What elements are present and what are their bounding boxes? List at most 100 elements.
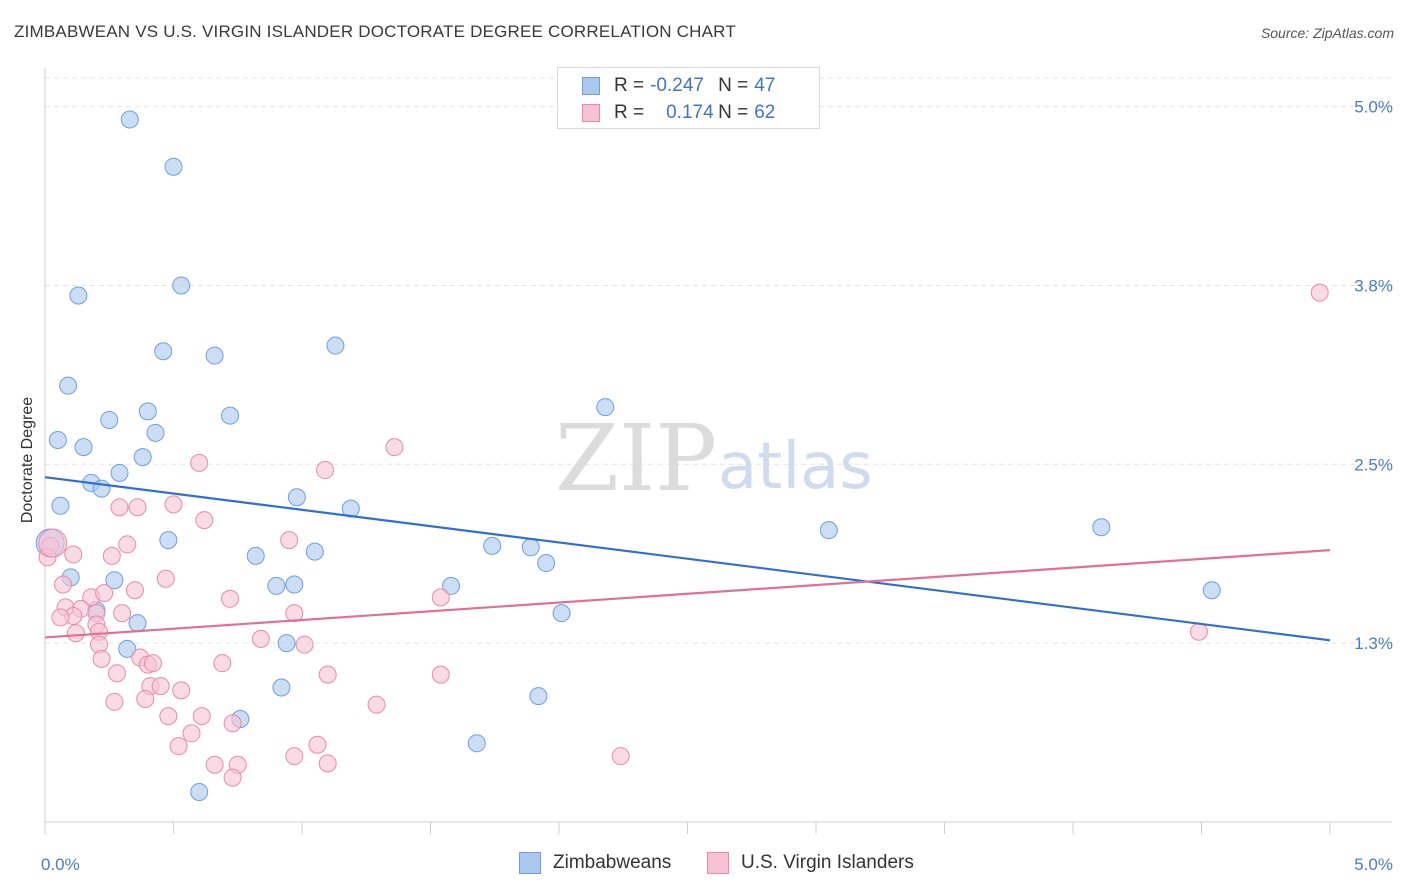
virgin-islander-point-57 (205, 755, 224, 774)
zimbabwean-point-4 (154, 342, 173, 361)
zimbabwean-point-6 (326, 336, 345, 355)
virgin-islander-trend-line (44, 549, 1331, 639)
virgin-islander-point-40 (318, 665, 337, 684)
y-tick-label-2: 3.8% (1354, 276, 1393, 295)
virgin-islander-point-56 (318, 754, 337, 773)
virgin-islander-point-0 (1310, 283, 1329, 302)
zimbabwean-point-42 (272, 678, 291, 697)
virgin-islander-point-54 (308, 735, 327, 754)
virgin-islander-point-1 (385, 438, 404, 457)
r-label: R = (614, 75, 645, 96)
virgin-islander-point-38 (213, 654, 232, 673)
chart-source: Source: ZipAtlas.com (1260, 25, 1394, 41)
y-tick-label-3: 5.0% (1354, 98, 1393, 117)
zimbabwean-point-32 (267, 576, 286, 595)
zimbabwean-point-5 (205, 346, 224, 365)
zimbabwean-point-39 (552, 604, 571, 623)
virgin-islander-point-26 (51, 608, 70, 627)
virgin-islander-point-6 (128, 498, 147, 517)
r-value: -0.247 (650, 75, 704, 96)
zimbabwean-point-27 (246, 546, 265, 565)
virgin-islander-point-50 (192, 707, 211, 726)
r-label: R = (614, 102, 645, 123)
zimbabwean-point-24 (483, 536, 502, 555)
zimbabwean-trend-line (44, 476, 1331, 642)
virgin-islander-point-20 (431, 588, 450, 607)
zimbabwean-point-14 (74, 438, 93, 457)
x-tick-label-1: 5.0% (1354, 855, 1393, 874)
series-legend: Zimbabweans U.S. Virgin Islanders (0, 852, 1406, 878)
virgin-islander-point-46 (136, 689, 155, 708)
zimbabwean-point-38 (128, 614, 147, 633)
zimbabwean-point-12 (146, 423, 165, 442)
zimbabwean-point-15 (133, 448, 152, 467)
y-tick-label-1: 2.5% (1354, 455, 1393, 474)
virgin-islander-point-12 (64, 545, 83, 564)
virgin-islander-point-43 (151, 677, 170, 696)
virgin-islander-point-55 (285, 747, 304, 766)
legend-swatch-zimbabweans (582, 77, 600, 95)
virgin-islander-point-5 (110, 498, 129, 517)
virgin-islander-point-39 (107, 664, 126, 683)
virgin-islander-point-49 (159, 707, 178, 726)
virgin-islander-point-7 (195, 511, 214, 530)
virgin-islander-point-44 (172, 681, 191, 700)
stats-legend: R = -0.247 N = 47 R = 0.174 N = 62 (557, 67, 820, 129)
legend-swatch-virgin-islanders (582, 104, 600, 122)
virgin-islander-point-48 (1189, 622, 1208, 641)
watermark: ZIP atlas (555, 405, 873, 512)
virgin-islander-point-2 (316, 461, 335, 480)
virgin-islander-point-45 (105, 692, 124, 711)
virgin-islander-point-23 (113, 604, 132, 623)
virgin-islander-point-52 (182, 724, 201, 743)
tick-labels: 1.3% 2.5% 3.8% 5.0% 0.0% 5.0% (41, 98, 1393, 874)
zimbabwean-point-36 (1202, 581, 1221, 600)
virgin-islander-point-32 (295, 635, 314, 654)
virgin-islander-point-51 (223, 714, 242, 733)
watermark-atlas: atlas (718, 430, 873, 504)
virgin-islander-point-60 (611, 747, 630, 766)
zimbabwean-point-35 (537, 554, 556, 573)
zimbabwean-point-2 (172, 276, 191, 295)
n-value: 62 (754, 102, 776, 123)
zimbabwean-point-25 (521, 538, 540, 557)
legend-item-zimbabweans[interactable]: Zimbabweans (519, 852, 671, 874)
virgin-islander-point-14 (156, 569, 175, 588)
legend-swatch-zimbabweans (519, 852, 541, 874)
n-label: N = (718, 75, 749, 96)
zimbabwean-point-9 (138, 402, 157, 421)
legend-item-virgin-islanders[interactable]: U.S. Virgin Islanders (707, 852, 914, 874)
zimbabwean-point-40 (118, 639, 137, 658)
zimbabwean-point-31 (105, 571, 124, 590)
virgin-islander-point-37 (143, 654, 162, 673)
zimbabwean-point-10 (221, 406, 240, 425)
zimbabwean-point-16 (110, 463, 129, 482)
legend-label-zimbabweans: Zimbabweans (553, 852, 672, 873)
gridlines (45, 77, 1392, 644)
zimbabwean-point-28 (819, 521, 838, 540)
stats-row-virgin-islanders: R = 0.174 N = 62 (582, 102, 775, 124)
zimbabwean-point-20 (341, 499, 360, 518)
zimbabwean-point-13 (48, 430, 67, 449)
virgin-islander-point-59 (223, 768, 242, 787)
virgin-islander-point-13 (102, 546, 121, 565)
zimbabwean-point-11 (596, 398, 615, 417)
zimbabwean-point-41 (277, 634, 296, 653)
virgin-islander-point-53 (169, 737, 188, 756)
virgin-islander-point-35 (92, 649, 111, 668)
n-label: N = (718, 102, 749, 123)
zimbabwean-point-19 (287, 488, 306, 507)
virgin-islander-point-28 (285, 604, 304, 623)
zimbabwean-point-29 (1092, 518, 1111, 537)
virgin-islander-point-16 (125, 581, 144, 600)
data-points (35, 110, 1329, 801)
virgin-islander-point-18 (95, 584, 114, 603)
x-tick-label-0: 0.0% (41, 855, 80, 874)
trend-lines (44, 476, 1331, 642)
virgin-islander-point-61 (38, 528, 68, 558)
zimbabwean-point-7 (59, 376, 78, 395)
zimbabwean-point-22 (159, 531, 178, 550)
virgin-islander-point-9 (118, 535, 137, 554)
zimbabwean-point-8 (100, 410, 119, 429)
